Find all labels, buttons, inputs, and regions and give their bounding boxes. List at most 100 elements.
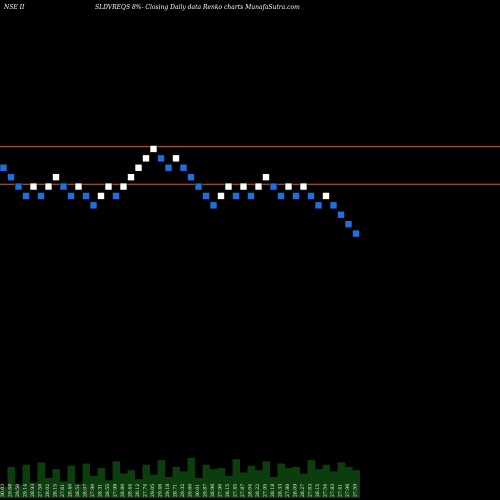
down-brick (179, 163, 188, 172)
price-label: 27.90 (90, 484, 96, 497)
volume-bar (15, 484, 23, 498)
up-brick (284, 182, 293, 191)
volume-bar (345, 466, 353, 498)
price-label: 28.04 (248, 484, 254, 497)
up-brick (119, 182, 128, 191)
down-brick (269, 182, 278, 191)
volume-bar (337, 462, 345, 498)
price-label: 28.40 (68, 484, 74, 497)
down-brick (89, 201, 98, 210)
up-brick (142, 154, 150, 163)
volume-bar (255, 470, 263, 498)
down-brick (329, 201, 338, 210)
volume-bar (75, 483, 83, 498)
volume-bar (307, 460, 315, 498)
down-brick (7, 173, 15, 181)
volume-bar (330, 471, 338, 498)
down-brick (67, 192, 75, 200)
up-brick (134, 163, 143, 172)
price-label: 27.41 (338, 484, 344, 497)
down-brick (202, 192, 210, 200)
up-brick (322, 192, 330, 200)
volume-bar (352, 470, 360, 498)
down-brick (307, 192, 315, 200)
price-label: 27.61 (60, 484, 66, 497)
volume-bar (120, 473, 128, 498)
price-label: 29.05 (150, 484, 156, 497)
renko-bricks (0, 145, 360, 238)
price-label: 28.27 (300, 484, 306, 497)
price-label: 27.96 (345, 484, 351, 497)
up-brick (299, 182, 308, 191)
volume-bar (262, 461, 270, 498)
volume-bar (30, 482, 38, 498)
price-label: 30.01 (195, 484, 201, 497)
volume-bar (45, 478, 53, 498)
up-brick (239, 182, 248, 191)
volume-bar (202, 464, 210, 498)
volume-bar (97, 468, 105, 498)
price-label: 28.15 (53, 484, 59, 497)
price-label: 27.90 (218, 484, 224, 497)
price-label: 27.95 (263, 484, 269, 497)
price-label: 29.18 (165, 484, 171, 497)
volume-bar (232, 459, 240, 498)
volume-bar (217, 468, 225, 498)
volume-bar (135, 479, 143, 498)
price-label: 28.31 (98, 484, 104, 497)
volume-bar (210, 469, 218, 498)
volume-bar (292, 466, 300, 498)
volume-bar (322, 464, 330, 498)
price-label: 27.54 (323, 484, 329, 497)
volume-bar (240, 472, 248, 498)
up-brick (74, 182, 83, 191)
up-brick (52, 173, 60, 181)
volume-bar (195, 478, 203, 498)
price-label: 29.32 (180, 484, 186, 497)
down-brick (194, 182, 203, 191)
price-label: 27.80 (285, 484, 291, 497)
price-labels: 30.03 29.68 29.50 29.14 28.93 27.58 28.02 28.15… (0, 484, 359, 497)
up-brick (217, 192, 225, 200)
down-brick (37, 192, 45, 200)
price-label: 28.71 (173, 484, 179, 497)
chart-title: SLDVREQS 8%- Closing Daily data Renko ch… (95, 4, 300, 11)
price-label: 28.02 (45, 484, 51, 497)
volume-bar (157, 460, 165, 498)
price-label: 27.59 (353, 484, 359, 497)
down-brick (247, 192, 255, 200)
down-brick (344, 220, 353, 228)
volume-bar (180, 471, 188, 498)
price-label: 28.55 (105, 484, 111, 497)
price-label: 28.12 (135, 484, 141, 497)
down-brick (14, 182, 23, 191)
price-label: 27.58 (38, 484, 44, 497)
volume-bar (277, 463, 285, 498)
price-label: 27.45 (233, 484, 239, 497)
price-label: 28.80 (120, 484, 126, 497)
up-brick (97, 192, 105, 200)
down-brick (59, 182, 68, 191)
down-brick (164, 163, 173, 172)
up-brick (224, 182, 233, 191)
volume-bar (0, 486, 8, 498)
down-brick (187, 173, 195, 181)
price-label: 27.87 (240, 484, 246, 497)
volume-bar (142, 464, 150, 498)
volume-bar (60, 481, 68, 498)
price-label: 27.98 (113, 484, 119, 497)
volume-bar (247, 465, 255, 498)
price-label: 28.09 (293, 484, 299, 497)
down-brick (292, 192, 300, 200)
down-brick (82, 192, 90, 200)
price-label: 29.87 (203, 484, 209, 497)
up-brick (104, 182, 113, 191)
price-label: 28.18 (270, 484, 276, 497)
down-brick (157, 154, 165, 163)
volume-bar (187, 458, 195, 498)
volume-bar (285, 468, 293, 498)
reference-lines (0, 146, 500, 185)
down-brick (232, 192, 240, 200)
volume-bars (0, 458, 360, 498)
